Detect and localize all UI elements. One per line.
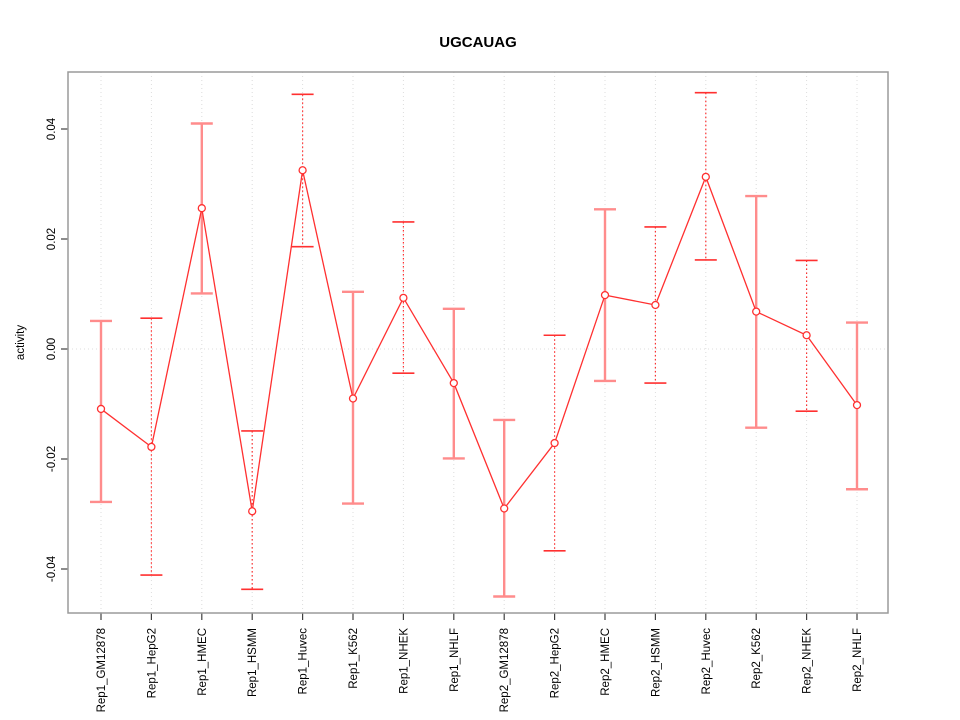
plot-frame — [67, 71, 889, 614]
series-line — [100, 170, 858, 512]
y-tick-label: -0.02 — [46, 446, 58, 472]
x-tick-label-Rep2_K562: Rep2_K562 — [751, 628, 763, 689]
y-tick-label: 0.02 — [46, 228, 58, 250]
x-tick-label-Rep1_NHLF: Rep1_NHLF — [449, 628, 461, 692]
y-axis-title: activity — [15, 325, 27, 360]
data-point-Rep2_NHEK — [802, 331, 811, 340]
error-bar-Rep1_HSMM — [241, 430, 264, 591]
y-tick-label: 0.00 — [46, 338, 58, 360]
data-point-Rep1_K562 — [348, 394, 358, 403]
y-tick-label: 0.04 — [46, 117, 58, 140]
data-point-Rep1_NHLF — [449, 378, 458, 388]
x-tick-label-Rep1_K562: Rep1_K562 — [348, 628, 360, 689]
data-point-Rep1_HepG2 — [147, 442, 156, 452]
data-point-Rep2_K562 — [752, 307, 761, 316]
x-tick-label-Rep1_Huvec: Rep1_Huvec — [298, 628, 310, 695]
x-tick-label-Rep2_Huvec: Rep2_Huvec — [701, 628, 713, 695]
gridlines — [68, 72, 888, 613]
data-point-Rep2_HMEC — [600, 290, 610, 300]
data-point-Rep2_HSMM — [651, 300, 660, 310]
y-tick-label: -0.04 — [46, 555, 58, 582]
x-tick-label-Rep1_GM12878: Rep1_GM12878 — [96, 628, 108, 712]
data-point-Rep1_HSMM — [248, 507, 257, 516]
data-point-Rep2_GM12878 — [500, 504, 509, 513]
error-bar-Rep1_NHEK — [392, 221, 415, 375]
error-bar-Rep2_HepG2 — [543, 334, 566, 552]
x-tick-label-Rep1_NHEK: Rep1_NHEK — [398, 628, 410, 694]
x-tick-label-Rep2_HMEC: Rep2_HMEC — [600, 628, 612, 696]
x-tick-label-Rep2_NHEK: Rep2_NHEK — [802, 628, 814, 694]
x-tick-label-Rep2_HSMM: Rep2_HSMM — [650, 628, 662, 697]
x-tick-label-Rep2_HepG2: Rep2_HepG2 — [550, 628, 562, 698]
x-tick-label-Rep1_HMEC: Rep1_HMEC — [197, 628, 209, 696]
axes: Rep1_GM12878 Rep1_HepG2 Rep1_HMEC Rep1_HSMM… — [46, 117, 864, 712]
x-tick-label-Rep1_HepG2: Rep1_HepG2 — [146, 628, 158, 698]
data-point-Rep2_HepG2 — [550, 438, 559, 448]
data-point-Rep2_Huvec — [701, 172, 710, 182]
data-series — [90, 91, 868, 598]
data-point-Rep1_NHEK — [399, 293, 408, 303]
error-bar-Rep2_Huvec — [694, 91, 717, 261]
error-bar-Rep2_HSMM — [644, 226, 667, 384]
data-point-Rep2_NHLF — [852, 400, 862, 410]
x-tick-label-Rep1_HSMM: Rep1_HSMM — [247, 628, 259, 697]
data-point-Rep1_HMEC — [197, 204, 206, 213]
error-bar-Rep2_NHEK — [795, 259, 818, 412]
x-tick-label-Rep2_GM12878: Rep2_GM12878 — [499, 628, 511, 712]
data-point-Rep1_GM12878 — [96, 404, 106, 414]
chart-title: UGCAUAG — [439, 34, 517, 51]
data-point-Rep1_Huvec — [298, 166, 307, 175]
x-tick-label-Rep2_NHLF: Rep2_NHLF — [852, 628, 864, 692]
